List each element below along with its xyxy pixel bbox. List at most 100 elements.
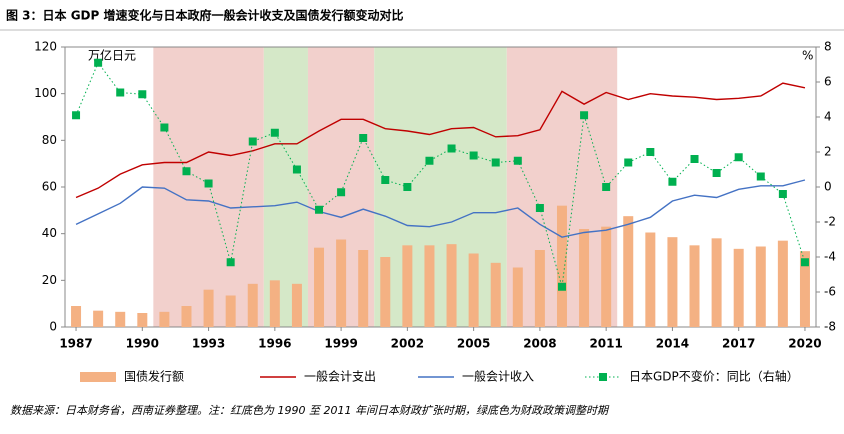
- y2-tick-label: -8: [824, 320, 836, 334]
- marker: [94, 58, 103, 67]
- bar: [579, 229, 590, 327]
- marker: [668, 177, 677, 186]
- bar: [402, 245, 413, 327]
- x-tick-label: 2002: [391, 337, 424, 351]
- y2-tick-label: 4: [824, 110, 832, 124]
- marker: [624, 158, 633, 167]
- y2-tick-label: 8: [824, 40, 832, 54]
- legend-label: 一般会计收入: [462, 369, 534, 384]
- chart-title: 图 3：日本 GDP 增速变化与日本政府一般会计收支及国债发行额变动对比: [6, 8, 404, 23]
- y-tick-label: 120: [34, 40, 57, 54]
- bar: [556, 205, 567, 327]
- marker: [602, 183, 611, 191]
- x-tick-label: 2017: [722, 337, 755, 351]
- source-note: 数据来源：日本财务省，西南证券整理。注：红底色为 1990 至 2011 年间日…: [10, 404, 610, 417]
- bar: [336, 239, 347, 327]
- y2-axis-label: %: [802, 49, 813, 63]
- bar: [512, 267, 523, 327]
- bar: [645, 232, 656, 327]
- marker: [270, 128, 279, 137]
- y-tick-label: 20: [42, 273, 57, 287]
- marker: [292, 165, 301, 174]
- bar: [115, 311, 126, 327]
- bar: [777, 240, 788, 327]
- y-tick-label: 0: [49, 320, 57, 334]
- marker: [248, 137, 257, 146]
- legend-label: 国债发行额: [124, 369, 184, 384]
- x-tick-label: 1987: [59, 337, 92, 351]
- bar: [358, 250, 369, 327]
- y-tick-label: 80: [42, 133, 57, 147]
- marker: [359, 134, 368, 142]
- x-tick-label: 2014: [656, 337, 689, 351]
- bar: [733, 248, 744, 327]
- bar: [291, 283, 302, 327]
- bar: [137, 313, 148, 327]
- series-line: [75, 179, 806, 238]
- marker: [734, 153, 743, 162]
- marker: [646, 148, 655, 156]
- bar: [93, 310, 104, 327]
- marker: [469, 151, 478, 160]
- series-line: [75, 61, 806, 287]
- marker: [138, 90, 147, 99]
- x-tick-label: 1990: [126, 337, 159, 351]
- bar: [490, 262, 501, 327]
- marker: [491, 158, 500, 167]
- y2-tick-label: -2: [824, 215, 836, 229]
- marker: [778, 190, 787, 198]
- shade-region: [374, 47, 507, 327]
- y2-tick-label: 0: [824, 180, 832, 194]
- bar: [446, 244, 457, 327]
- bar: [314, 247, 325, 327]
- bar: [689, 245, 700, 327]
- y2-tick-label: 2: [824, 145, 832, 159]
- bar: [601, 226, 612, 327]
- legend-swatch: [80, 372, 116, 382]
- marker: [204, 179, 213, 188]
- marker: [690, 155, 699, 163]
- marker: [315, 205, 324, 214]
- y2-tick-label: -4: [824, 250, 836, 264]
- bar: [623, 216, 634, 327]
- x-tick-label: 2020: [788, 337, 821, 351]
- bar: [380, 257, 391, 327]
- marker: [756, 172, 765, 181]
- marker: [425, 156, 434, 165]
- bar: [159, 311, 170, 327]
- marker: [337, 188, 346, 197]
- y2-tick-label: -6: [824, 285, 836, 299]
- x-tick-label: 2011: [589, 337, 622, 351]
- bar: [71, 306, 82, 327]
- marker: [557, 282, 566, 291]
- marker: [712, 169, 721, 177]
- bar: [225, 295, 236, 327]
- x-tick-label: 2008: [523, 337, 556, 351]
- marker: [403, 183, 412, 191]
- legend-label: 一般会计支出: [304, 369, 376, 384]
- bar: [711, 238, 722, 327]
- x-tick-label: 1993: [192, 337, 225, 351]
- legend-label: 日本GDP不变价：同比（右轴）: [629, 369, 799, 384]
- y-tick-label: 100: [34, 86, 57, 100]
- x-tick-label: 1996: [258, 337, 291, 351]
- bar: [534, 250, 545, 327]
- marker: [72, 111, 81, 120]
- marker: [800, 258, 809, 267]
- marker: [381, 176, 390, 184]
- bar: [667, 237, 678, 327]
- series-line: [75, 82, 806, 199]
- y2-tick-label: 6: [824, 75, 832, 89]
- bar: [424, 245, 435, 327]
- bar: [269, 280, 280, 327]
- bar: [755, 246, 766, 327]
- x-tick-label: 2005: [457, 337, 490, 351]
- bar: [799, 251, 810, 327]
- bar: [247, 283, 258, 327]
- y-tick-label: 40: [42, 226, 57, 240]
- marker: [513, 156, 522, 165]
- bar: [468, 253, 479, 327]
- marker: [535, 204, 544, 212]
- marker: [182, 167, 191, 176]
